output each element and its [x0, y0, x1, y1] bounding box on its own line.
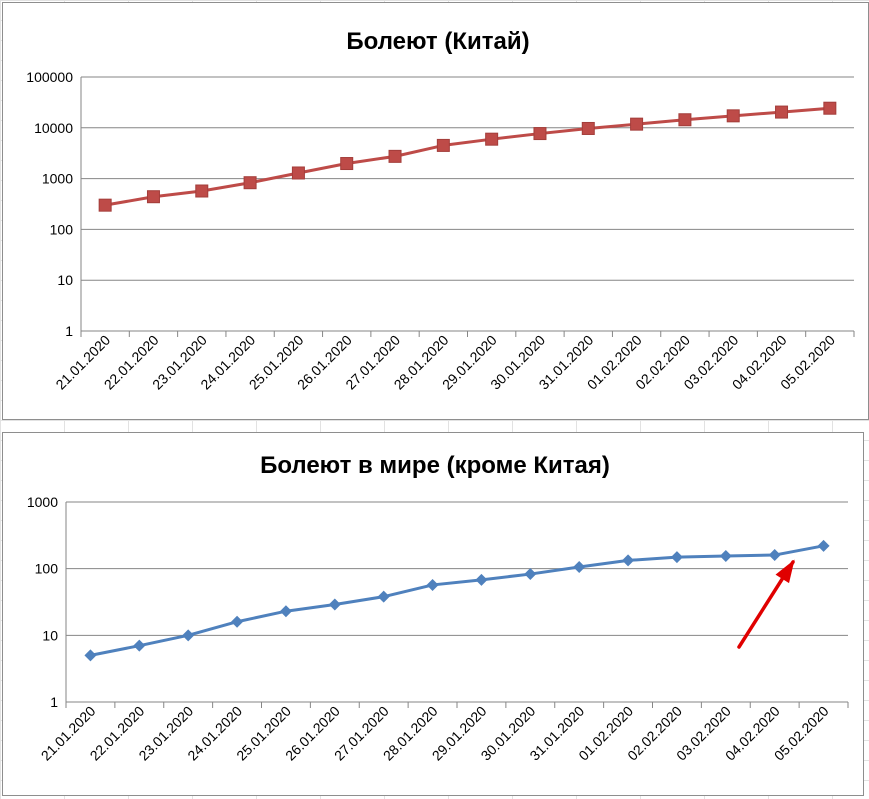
data-point	[573, 560, 586, 573]
data-point	[485, 132, 499, 146]
chart-world-svg: Болеют в мире (кроме Китая)110100100021.…	[27, 452, 849, 764]
data-point	[182, 629, 195, 642]
data-point	[475, 573, 488, 586]
data-point	[98, 198, 112, 212]
data-point	[775, 105, 789, 119]
data-point	[768, 549, 781, 562]
data-point	[678, 113, 692, 127]
data-point	[524, 568, 537, 581]
data-point	[533, 127, 547, 141]
data-point	[279, 605, 292, 618]
data-point	[195, 184, 209, 198]
data-point	[340, 157, 354, 171]
data-point	[630, 117, 644, 131]
chart-title: Болеют (Китай)	[346, 28, 529, 55]
y-tick-label: 1000	[27, 494, 58, 510]
y-tick-label: 1000	[42, 171, 73, 187]
data-point	[243, 176, 257, 190]
chart-world[interactable]: Болеют в мире (кроме Китая) 1 10 100 1000 21.…	[2, 432, 864, 796]
data-point	[426, 578, 439, 591]
y-tick-label: 1	[65, 323, 73, 339]
chart-title: Болеют в мире (кроме Китая)	[260, 452, 610, 479]
y-tick-label: 100	[50, 221, 74, 237]
data-point	[84, 649, 97, 662]
data-point	[436, 138, 450, 152]
y-tick-label: 10	[57, 272, 73, 288]
chart-china-svg: Болеют (Китай)11010010001000010000021.01…	[26, 28, 855, 393]
chart-china[interactable]: Болеют (Китай) 1 10 100 1000 10000 100000 21.01…	[2, 2, 869, 420]
data-point	[133, 639, 146, 652]
y-tick-label: 100	[35, 561, 59, 577]
data-point	[581, 121, 595, 135]
data-point	[328, 598, 341, 611]
y-tick-label: 100000	[26, 69, 73, 85]
data-point	[622, 554, 635, 567]
chart-1-plot: Болеют в мире (кроме Китая)110100100021.…	[27, 452, 849, 764]
annotation-arrow	[737, 559, 795, 649]
data-point	[817, 539, 830, 552]
y-tick-label: 10	[42, 627, 58, 643]
y-tick-label: 1	[50, 694, 58, 710]
series-line	[90, 544, 824, 657]
data-point	[377, 590, 390, 603]
y-tick-label: 10000	[34, 120, 73, 136]
chart-0-plot: Болеют (Китай)11010010001000010000021.01…	[26, 28, 855, 393]
data-point	[146, 190, 160, 204]
data-point	[670, 551, 683, 564]
series-line	[104, 106, 830, 207]
data-point	[231, 615, 244, 628]
data-point	[719, 549, 732, 562]
data-point	[823, 101, 837, 115]
data-point	[388, 149, 402, 163]
data-point	[726, 109, 740, 123]
data-point	[291, 166, 305, 180]
